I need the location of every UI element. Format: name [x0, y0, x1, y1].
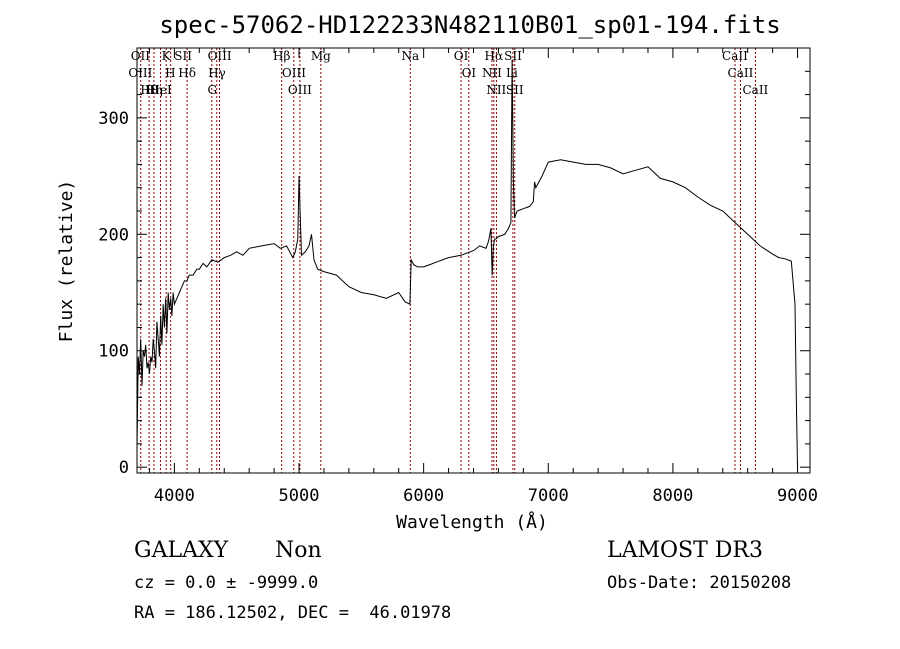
coordinates-line: RA = 186.12502, DEC = 46.01978	[134, 603, 452, 623]
y-axis-label: Flux (relative)	[56, 180, 77, 343]
line-marker-label: Hα	[485, 49, 504, 63]
line-marker-label: Hη	[145, 83, 163, 97]
line-marker-label: SII	[504, 49, 522, 63]
line-marker-label: OIII	[128, 66, 152, 80]
x-tick-label: 5000	[279, 486, 320, 506]
x-tick-label: 6000	[403, 486, 444, 506]
x-tick-label: 4000	[154, 486, 195, 506]
class-label: GALAXY	[134, 538, 229, 563]
line-marker-label: CaII	[742, 83, 768, 97]
obs-date-line: Obs-Date: 20150208	[607, 573, 792, 593]
line-marker-label: CaII	[728, 66, 754, 80]
line-marker-label: SII	[506, 83, 524, 97]
line-marker-label: Hθ	[140, 83, 158, 97]
plot-frame	[136, 47, 811, 474]
line-marker-label: OIII	[208, 49, 232, 63]
line-marker-label: H	[165, 66, 175, 80]
x-tick-label: 7000	[528, 486, 569, 506]
line-marker-label: NII	[482, 66, 502, 80]
line-marker-label: G	[207, 83, 217, 97]
emission-line-markers	[140, 48, 756, 473]
line-marker-label: K	[162, 49, 172, 63]
line-marker-label: Hδ	[178, 66, 196, 80]
spectrum-line	[136, 59, 798, 468]
survey-label: LAMOST DR3	[607, 538, 763, 563]
line-marker-label: Na	[401, 49, 419, 63]
line-marker-label: Mg	[311, 49, 331, 63]
x-tick-label: 8000	[652, 486, 693, 506]
axis-tick-labels: 4000 5000 6000 7000 8000 9000 0 100 200 300	[98, 109, 818, 506]
line-marker-label: OIII	[288, 83, 312, 97]
line-marker-label: NII	[486, 83, 506, 97]
line-marker-label: OIII	[282, 66, 306, 80]
line-marker-label: SII	[174, 49, 192, 63]
x-tick-label: 9000	[777, 486, 818, 506]
line-marker-label: Hβ	[273, 49, 290, 63]
y-tick-label: 300	[98, 109, 129, 129]
line-marker-label: OI	[462, 66, 477, 80]
chart-title: spec-57062-HD122233N482110B01_sp01-194.f…	[159, 11, 780, 39]
redshift-line: cz = 0.0 ± -9999.0	[134, 573, 319, 593]
x-axis-label: Wavelength (Å)	[396, 511, 548, 533]
line-marker-label: OII	[131, 49, 151, 63]
y-tick-label: 200	[98, 225, 129, 245]
subclass-label: Non	[275, 538, 322, 563]
y-tick-label: 0	[119, 458, 129, 478]
y-tick-label: 100	[98, 342, 129, 362]
axis-ticks	[137, 48, 810, 473]
line-marker-label: Hγ	[208, 66, 226, 80]
line-marker-label: HeI	[149, 83, 172, 97]
line-marker-label: CaII	[722, 49, 748, 63]
line-marker-label: OI	[454, 49, 469, 63]
